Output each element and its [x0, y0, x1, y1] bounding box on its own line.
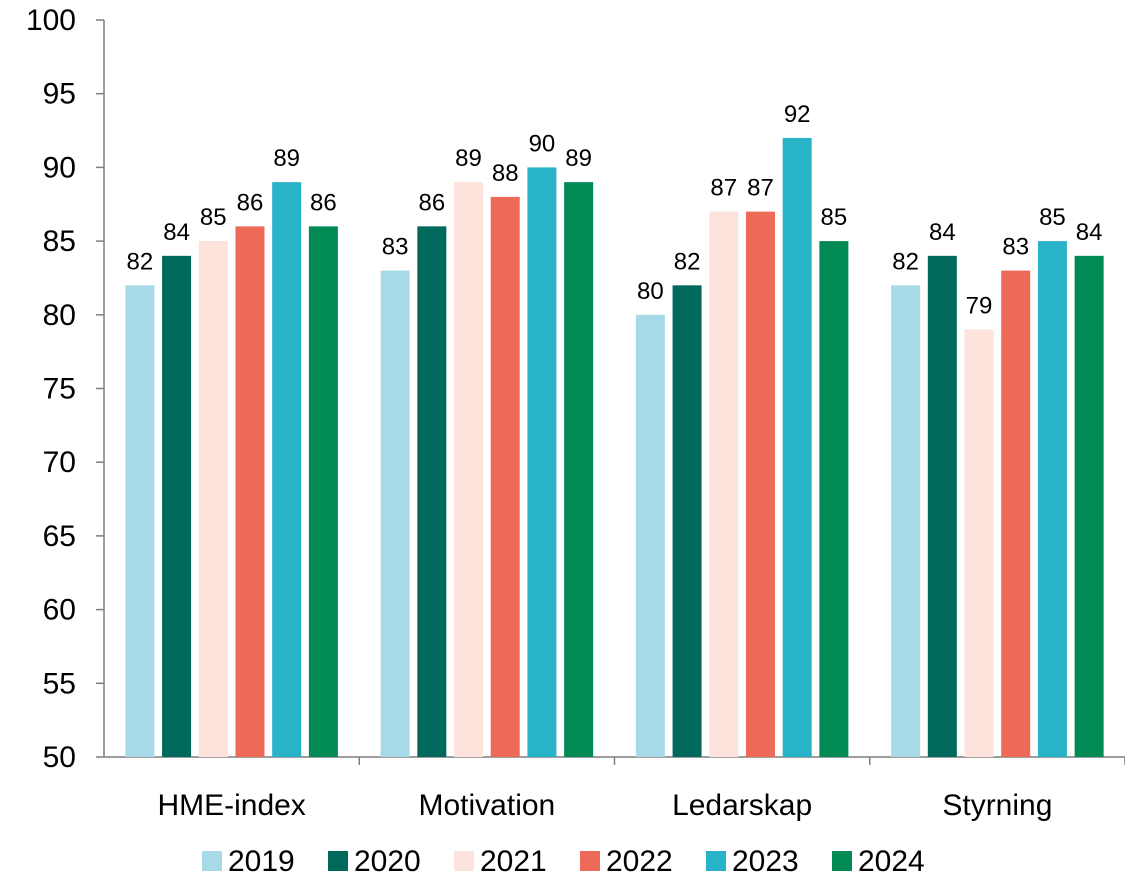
legend-label: 2020: [354, 845, 421, 878]
y-tick-label: 100: [26, 4, 76, 37]
bar: [635, 314, 665, 757]
bars: [125, 137, 1104, 758]
bar: [782, 137, 812, 758]
data-label: 89: [565, 145, 592, 172]
legend-swatch: [832, 851, 852, 871]
data-label: 83: [382, 234, 409, 261]
data-label: 82: [674, 248, 701, 275]
y-tick-label: 90: [43, 151, 76, 184]
y-tick-label: 95: [43, 78, 76, 111]
x-category-label: Styrning: [942, 789, 1052, 822]
data-label: 84: [929, 219, 956, 246]
legend-swatch: [202, 851, 222, 871]
data-label: 82: [892, 248, 919, 275]
legend-swatch: [580, 851, 600, 871]
data-label: 85: [1039, 204, 1066, 231]
data-label: 88: [492, 160, 519, 187]
bar: [1001, 270, 1031, 757]
bar: [527, 167, 557, 757]
data-label: 89: [455, 145, 482, 172]
bar: [198, 241, 228, 758]
data-label: 87: [710, 175, 737, 202]
data-labels: 82 84 85 86 89 86 83 86 89 88 90 89 80 82 87 87 92 85 82 84…: [127, 101, 1103, 320]
legend-swatch: [706, 851, 726, 871]
bar: [745, 211, 775, 757]
bar: [417, 226, 447, 758]
data-label: 85: [200, 204, 227, 231]
legend-label: 2022: [606, 845, 673, 878]
bar: [564, 182, 594, 757]
y-tick-label: 55: [43, 667, 76, 700]
legend-label: 2019: [228, 845, 295, 878]
y-tick-label: 50: [43, 741, 76, 774]
bar: [1074, 255, 1104, 757]
y-tick-label: 80: [43, 299, 76, 332]
x-category-label: Ledarskap: [672, 789, 812, 822]
bar: [709, 211, 739, 757]
data-label: 87: [747, 175, 774, 202]
x-category-label: Motivation: [419, 789, 556, 822]
legend-label: 2024: [858, 845, 925, 878]
data-label: 84: [1076, 219, 1103, 246]
data-label: 86: [418, 189, 445, 216]
x-category-label: HME-index: [157, 789, 305, 822]
data-label: 85: [821, 204, 848, 231]
data-label: 89: [273, 145, 300, 172]
bar: [235, 226, 265, 758]
bar: [308, 226, 338, 758]
bar: [125, 285, 155, 757]
y-tick-label: 65: [43, 520, 76, 553]
data-label: 86: [237, 189, 264, 216]
legend-swatch: [454, 851, 474, 871]
bar: [454, 182, 484, 757]
bar: [380, 270, 410, 757]
data-label: 86: [310, 189, 337, 216]
y-tick-label: 75: [43, 373, 76, 406]
bar: [927, 255, 957, 757]
axes: 50 55 60 65 70 75 80 85 90 95 100 HME-index Motivati…: [26, 4, 1125, 822]
bar: [672, 285, 702, 757]
data-label: 92: [784, 101, 811, 128]
legend-label: 2023: [732, 845, 799, 878]
legend-label: 2021: [480, 845, 547, 878]
legend-swatch: [328, 851, 348, 871]
data-label: 83: [1002, 234, 1029, 261]
bar: [162, 255, 192, 757]
data-label: 82: [127, 248, 154, 275]
data-label: 90: [529, 130, 556, 157]
bar: [272, 182, 302, 757]
data-label: 79: [966, 293, 993, 320]
y-tick-label: 85: [43, 225, 76, 258]
bar: [964, 329, 994, 757]
data-label: 80: [637, 278, 664, 305]
y-tick-label: 70: [43, 446, 76, 479]
data-label: 84: [163, 219, 190, 246]
bar: [819, 241, 849, 758]
bar: [891, 285, 921, 757]
y-tick-label: 60: [43, 594, 76, 627]
legend: 2019 2020 2021 2022 2023 2024: [202, 845, 925, 878]
bar: [1037, 241, 1067, 758]
bar: [490, 196, 520, 757]
